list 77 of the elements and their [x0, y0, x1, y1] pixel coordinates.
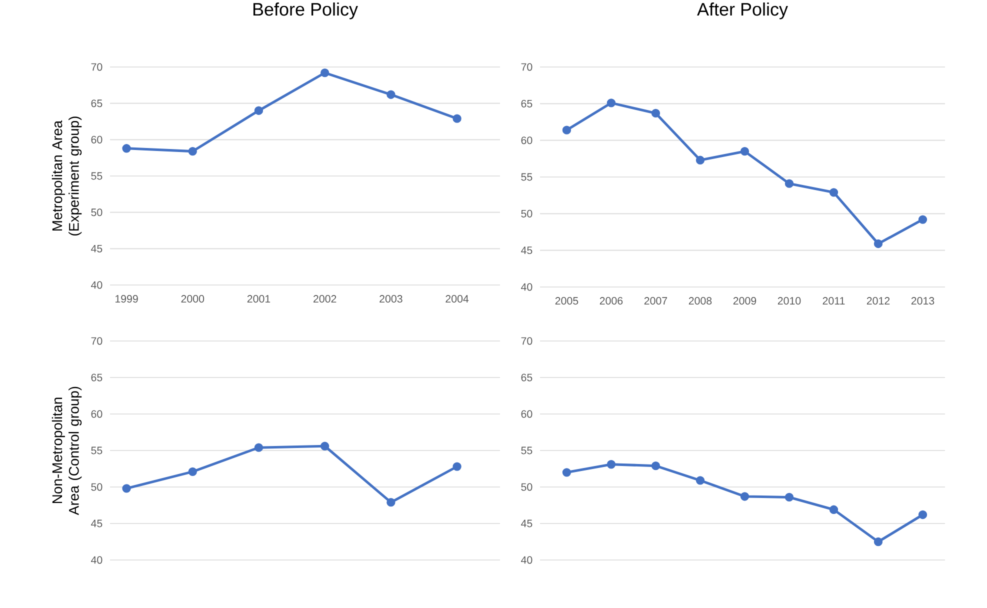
y-tick-label: 70 — [91, 63, 102, 71]
y-tick-label: 45 — [91, 244, 102, 252]
point — [829, 188, 838, 197]
y-tick-label: 55 — [91, 446, 102, 454]
y-tick-label: 50 — [91, 208, 102, 216]
x-tick-label: 2009 — [733, 297, 756, 305]
y-tick-label: 65 — [91, 100, 102, 108]
x-tick-label: 2005 — [555, 297, 578, 305]
y-tick-label: 45 — [91, 520, 102, 528]
x-tick-label: 2013 — [911, 297, 934, 305]
point — [188, 467, 197, 476]
y-tick-label: 45 — [521, 246, 532, 254]
y-axis-title: Non-Metropolitan Area (Control group) — [52, 386, 82, 516]
chart-title: After Policy — [697, 2, 788, 20]
point — [188, 146, 197, 156]
y-tick-label: 70 — [521, 63, 532, 71]
point — [254, 443, 264, 452]
x-tick-label: 2008 — [688, 297, 712, 305]
x-tick-label: 2000 — [181, 295, 204, 303]
y-tick-label: 40 — [91, 556, 102, 564]
y-tick-label: 65 — [521, 100, 532, 108]
y-tick-label: 55 — [521, 173, 532, 181]
y-tick-label: 50 — [91, 483, 102, 491]
point — [386, 498, 396, 507]
y-tick-label: 60 — [91, 136, 102, 144]
point — [122, 484, 131, 493]
x-tick-label: 2001 — [247, 295, 270, 303]
point — [740, 492, 750, 501]
y-tick-label: 40 — [521, 283, 532, 291]
x-tick-label: 2004 — [446, 295, 469, 303]
point — [606, 460, 616, 469]
x-tick-label: 2003 — [380, 295, 402, 303]
y-tick-label: 50 — [521, 210, 532, 218]
chart-title: Before Policy — [253, 2, 358, 20]
y-tick-label: 45 — [521, 520, 532, 528]
x-tick-label: 2007 — [644, 297, 668, 305]
y-tick-label: 50 — [521, 483, 532, 491]
y-tick-label: 60 — [521, 410, 532, 418]
point — [606, 98, 616, 108]
y-tick-label: 70 — [521, 337, 532, 345]
point — [874, 239, 883, 248]
point — [696, 156, 705, 164]
y-tick-label: 40 — [521, 556, 532, 564]
point — [784, 179, 794, 188]
x-tick-label: 1999 — [115, 295, 138, 303]
point — [740, 147, 750, 156]
point — [918, 215, 928, 224]
point — [562, 126, 572, 134]
y-tick-label: 40 — [91, 281, 102, 289]
x-tick-label: 2002 — [314, 295, 336, 303]
point — [651, 461, 660, 470]
point — [651, 108, 660, 118]
x-tick-label: 2011 — [822, 297, 845, 305]
y-tick-label: 55 — [91, 172, 102, 180]
x-tick-label: 2006 — [600, 297, 623, 305]
point — [386, 90, 396, 99]
x-tick-label: 2010 — [778, 297, 801, 305]
y-tick-label: 60 — [521, 136, 532, 144]
point — [122, 144, 131, 153]
y-tick-label: 55 — [521, 446, 532, 454]
y-tick-label: 70 — [91, 337, 102, 345]
y-tick-label: 65 — [91, 374, 102, 382]
point — [784, 492, 794, 502]
point — [918, 510, 928, 520]
x-tick-label: 2012 — [866, 297, 890, 305]
y-tick-label: 60 — [91, 410, 102, 418]
point — [562, 468, 572, 477]
point — [254, 106, 264, 115]
point — [452, 114, 462, 123]
point — [320, 68, 330, 78]
point — [696, 476, 705, 485]
point — [320, 442, 330, 450]
point — [874, 537, 883, 546]
point — [452, 462, 462, 471]
y-tick-label: 65 — [521, 374, 532, 382]
y-axis-title: Metropolitan Area (Experiment group) — [52, 116, 82, 236]
point — [829, 505, 838, 514]
